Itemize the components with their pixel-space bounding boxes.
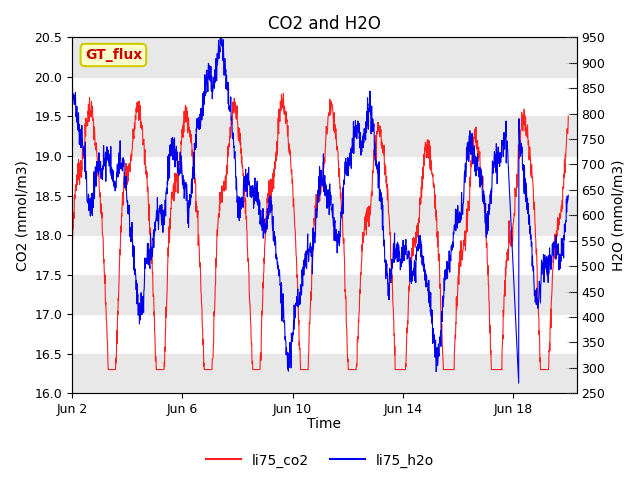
- Y-axis label: CO2 (mmol/m3): CO2 (mmol/m3): [15, 160, 29, 271]
- X-axis label: Time: Time: [307, 418, 341, 432]
- Bar: [72, 354, 577, 393]
- Text: GT_flux: GT_flux: [84, 48, 142, 62]
- Title: CO2 and H2O: CO2 and H2O: [268, 15, 381, 33]
- Bar: [72, 37, 577, 77]
- Y-axis label: H2O (mmol/m3): H2O (mmol/m3): [611, 159, 625, 271]
- Legend: li75_co2, li75_h2o: li75_co2, li75_h2o: [200, 448, 440, 473]
- Bar: [72, 117, 577, 156]
- Bar: [72, 195, 577, 235]
- Bar: [72, 275, 577, 314]
